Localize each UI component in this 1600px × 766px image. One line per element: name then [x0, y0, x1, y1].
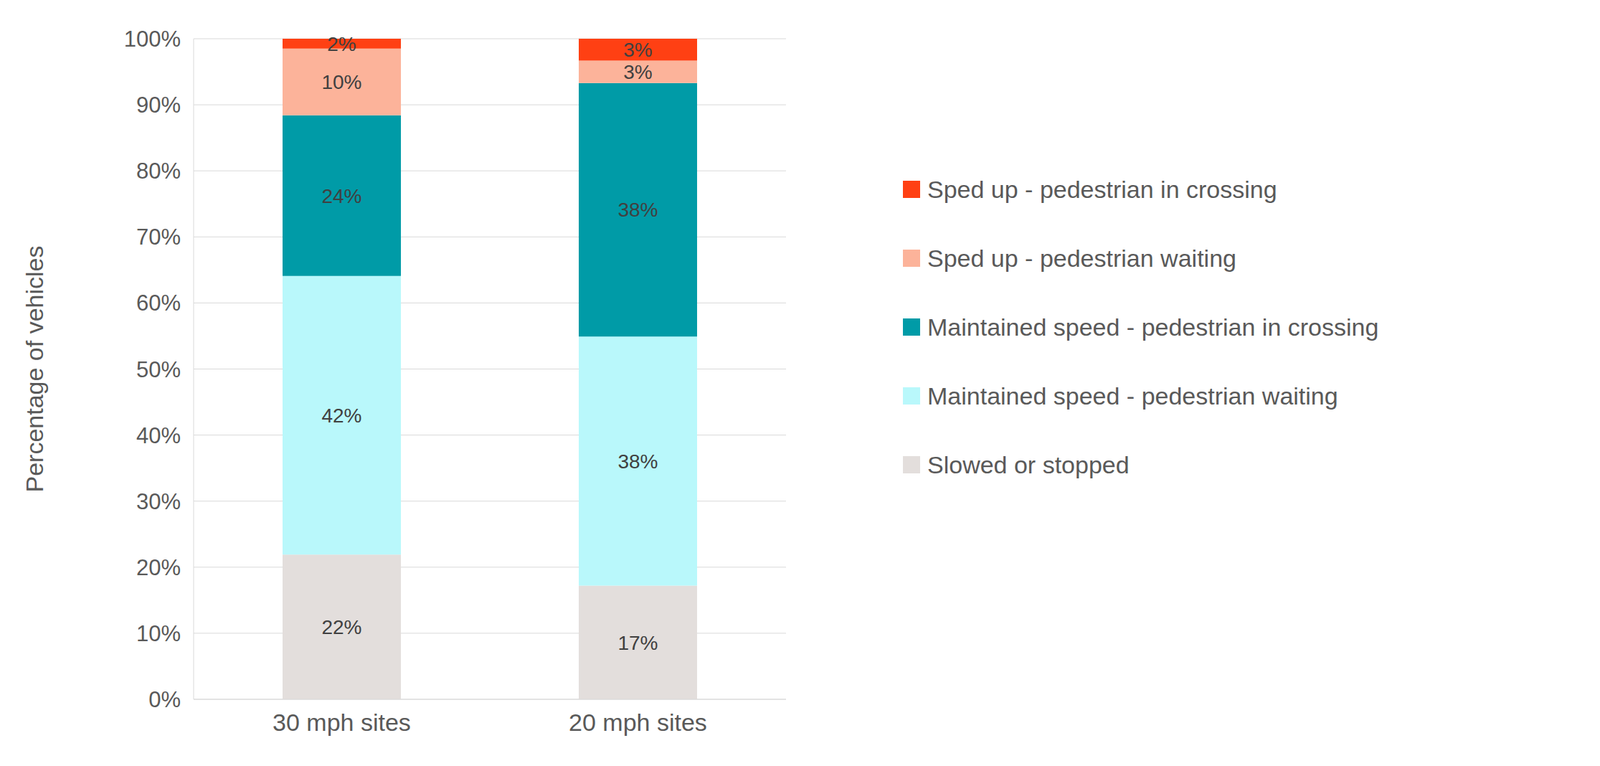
svg-text:40%: 40% [136, 423, 181, 449]
svg-text:90%: 90% [136, 92, 181, 118]
svg-text:2%: 2% [327, 32, 356, 56]
html-text:Maintained speed - pedestrian: Maintained speed - pedestrian waiting [927, 381, 1339, 410]
svg-text:20 mph sites: 20 mph sites [568, 708, 708, 736]
svg-text:10%: 10% [321, 70, 362, 94]
html-text:Slowed or stopped: Slowed or stopped [927, 450, 1130, 478]
svg-text:22%: 22% [321, 616, 362, 639]
svg-text:38%: 38% [617, 198, 658, 221]
svg-text:3%: 3% [623, 38, 652, 61]
svg-text:80%: 80% [136, 158, 181, 184]
html-text:Sped up - pedestrian in crossi: Sped up - pedestrian in crossing [927, 175, 1277, 203]
svg-text:20%: 20% [136, 555, 181, 581]
html-text:Maintained speed - pedestrian: Maintained speed - pedestrian in crossin… [927, 313, 1379, 341]
svg-text:10%: 10% [136, 621, 181, 647]
svg-text:60%: 60% [136, 290, 181, 316]
svg-text:70%: 70% [136, 224, 181, 250]
svg-text:3%: 3% [623, 60, 652, 84]
svg-text:30%: 30% [136, 489, 181, 515]
svg-text:100%: 100% [124, 26, 181, 52]
svg-text:42%: 42% [321, 404, 362, 427]
svg-text:38%: 38% [617, 450, 658, 473]
html-text:Sped up - pedestrian waiting: Sped up - pedestrian waiting [927, 244, 1237, 272]
svg-text:30 mph sites: 30 mph sites [272, 708, 411, 736]
svg-text:17%: 17% [617, 631, 658, 655]
svg-text:Percentage of vehicles: Percentage of vehicles [20, 245, 49, 493]
svg-text:0%: 0% [148, 687, 181, 713]
svg-text:50%: 50% [136, 357, 181, 383]
svg-text:24%: 24% [321, 185, 362, 208]
